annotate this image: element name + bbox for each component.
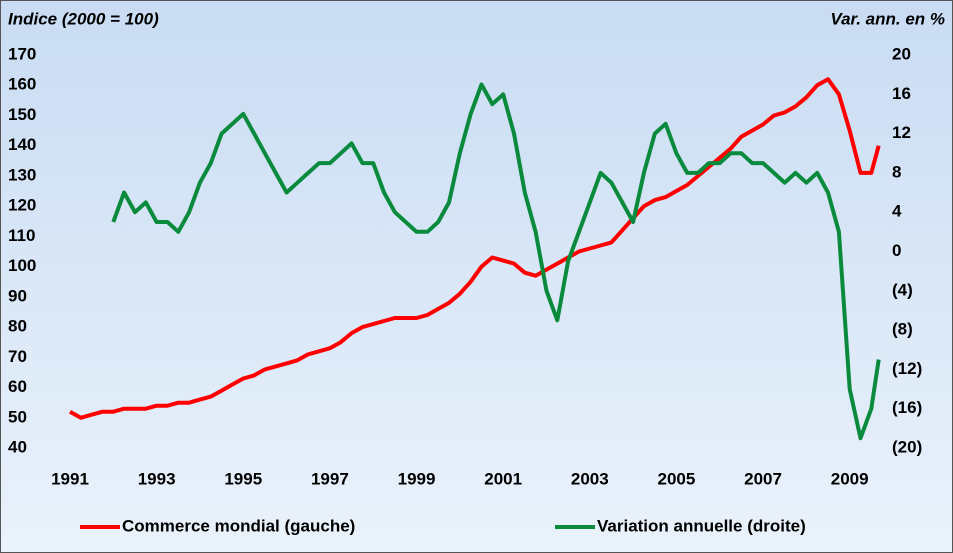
y2-tick-label: 0 bbox=[892, 241, 901, 260]
series-line bbox=[69, 77, 881, 420]
y-axis-title: Indice (2000 = 100) bbox=[8, 9, 159, 28]
x-tick-label: 1999 bbox=[398, 469, 436, 488]
x-tick-label: 1991 bbox=[51, 469, 89, 488]
y2-tick-label: (12) bbox=[892, 359, 922, 378]
x-tick-label: 2007 bbox=[744, 469, 782, 488]
y-tick-label: 80 bbox=[8, 317, 27, 336]
y-tick-label: 130 bbox=[8, 165, 36, 184]
y-tick-label: 110 bbox=[8, 226, 35, 245]
y2-tick-label: 20 bbox=[892, 44, 911, 63]
y-tick-label: 140 bbox=[8, 135, 36, 154]
y-tick-label: 90 bbox=[8, 286, 27, 305]
x-tick-label: 2009 bbox=[831, 469, 869, 488]
x-tick-label: 2001 bbox=[484, 469, 522, 488]
y2-tick-label: 12 bbox=[892, 123, 911, 142]
x-tick-label: 2005 bbox=[658, 469, 696, 488]
y-tick-label: 40 bbox=[8, 437, 27, 456]
y-tick-label: 100 bbox=[8, 256, 36, 275]
y-tick-label: 50 bbox=[8, 407, 27, 426]
y-tick-label: 150 bbox=[8, 105, 36, 124]
y-tick-label: 60 bbox=[8, 377, 27, 396]
y2-tick-label: (16) bbox=[892, 398, 922, 417]
y2-tick-label: (4) bbox=[892, 280, 913, 299]
x-tick-label: 1993 bbox=[138, 469, 176, 488]
y2-tick-label: 4 bbox=[892, 202, 902, 221]
y-tick-label: 170 bbox=[8, 44, 36, 63]
legend-label: Commerce mondial (gauche) bbox=[122, 516, 355, 535]
y-tick-label: 160 bbox=[8, 75, 36, 94]
series-line bbox=[111, 82, 881, 441]
y-tick-label: 120 bbox=[8, 196, 36, 215]
x-tick-label: 1995 bbox=[224, 469, 262, 488]
y2-tick-label: 16 bbox=[892, 84, 911, 103]
y-tick-label: 70 bbox=[8, 347, 27, 366]
x-tick-label: 2003 bbox=[571, 469, 609, 488]
y2-tick-label: (20) bbox=[892, 437, 922, 456]
y2-tick-label: (8) bbox=[892, 320, 913, 339]
x-tick-label: 1997 bbox=[311, 469, 349, 488]
legend-label: Variation annuelle (droite) bbox=[597, 516, 806, 535]
y2-tick-label: 8 bbox=[892, 162, 901, 181]
y2-axis-title: Var. ann. en % bbox=[830, 9, 945, 28]
